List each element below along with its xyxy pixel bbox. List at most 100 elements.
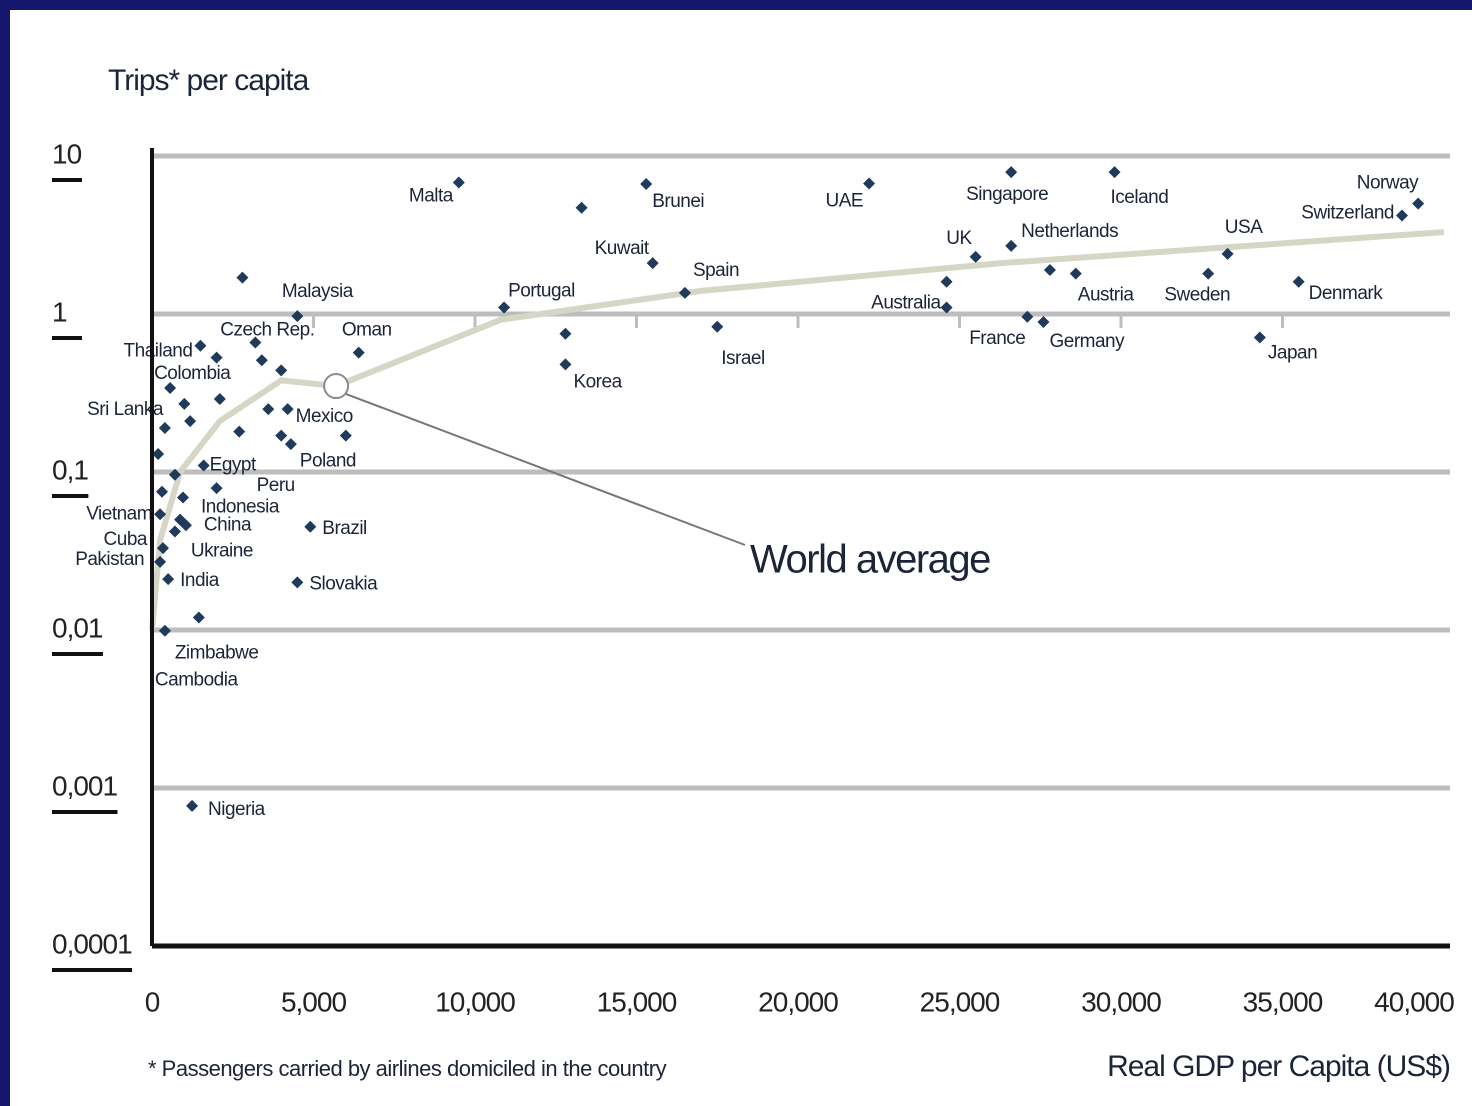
point-label: Austria (1078, 285, 1135, 306)
point (194, 339, 207, 352)
point-label: Slovakia (309, 573, 378, 594)
point (158, 421, 171, 434)
point-label: Peru (257, 475, 295, 496)
point-label: Oman (342, 320, 392, 341)
y-tick-label: 0,001 (52, 770, 117, 801)
point-label: Sri Lanka (87, 399, 164, 420)
point (678, 286, 691, 299)
point-label: Germany (1049, 331, 1125, 352)
point (168, 525, 181, 538)
point-label: Vietnam (86, 503, 152, 524)
point (1043, 263, 1056, 276)
point (168, 468, 181, 481)
point-label: Norway (1357, 173, 1419, 194)
y-tick-label: 0,1 (52, 454, 88, 485)
annotation-leader (345, 393, 746, 546)
point (559, 327, 572, 340)
point (940, 275, 953, 288)
x-tick-label: 40,000 (1374, 986, 1454, 1017)
point-label: Israel (721, 348, 764, 369)
x-tick-label: 20,000 (758, 986, 838, 1017)
point (255, 354, 268, 367)
point-label: Korea (573, 371, 622, 392)
point (213, 392, 226, 405)
point (177, 491, 190, 504)
footnote: * Passengers carried by airlines domicil… (148, 1056, 667, 1081)
point-label: Indonesia (201, 496, 280, 517)
point-label: Brazil (322, 518, 367, 539)
point-label: Colombia (154, 363, 231, 384)
point-label: Netherlands (1021, 221, 1118, 242)
point-label: India (180, 570, 220, 591)
point (575, 201, 588, 214)
point (863, 177, 876, 190)
point (646, 257, 659, 270)
point (304, 520, 317, 533)
point-label: Australia (871, 292, 941, 313)
point (154, 508, 167, 521)
point-label: China (204, 514, 252, 535)
point (1253, 331, 1266, 344)
x-tick-label: 5,000 (281, 986, 346, 1017)
point (339, 429, 352, 442)
y-tick-label: 0,01 (52, 612, 103, 643)
point-label: Ukraine (191, 541, 253, 562)
point (156, 485, 169, 498)
point-label: Kuwait (595, 238, 650, 259)
point (233, 425, 246, 438)
point-label: Iceland (1111, 187, 1169, 208)
point (498, 301, 511, 314)
point (210, 482, 223, 495)
point (236, 271, 249, 284)
point (178, 397, 191, 410)
point (640, 177, 653, 190)
point (154, 555, 167, 568)
point-label: Pakistan (75, 549, 144, 570)
point (711, 320, 724, 333)
point (152, 447, 165, 460)
annotation-circle (323, 373, 350, 400)
point (249, 336, 262, 349)
point-label: Singapore (966, 184, 1048, 205)
world-average-curve (149, 229, 1445, 631)
point (969, 250, 982, 263)
point (192, 611, 205, 624)
y-axis-title: Trips* per capita (108, 64, 310, 97)
x-tick-label: 15,000 (597, 986, 677, 1017)
point (1202, 267, 1215, 280)
x-tick-label: 30,000 (1081, 986, 1161, 1017)
point-label: Switzerland (1301, 203, 1394, 224)
marks: Malta Brunei UAE Singapore Iceland Norway Swit… (75, 166, 1425, 820)
point-label: UAE (825, 190, 863, 211)
point (291, 576, 304, 589)
point (1069, 267, 1082, 280)
curve-layer (149, 229, 1445, 631)
point-label: UK (946, 228, 972, 249)
x-tick-label: 0 (145, 986, 160, 1017)
point (275, 429, 288, 442)
point-label: Thailand (124, 341, 193, 362)
point (156, 542, 169, 555)
point-label: Malaysia (282, 281, 354, 302)
point (210, 351, 223, 364)
point-label: Sweden (1164, 285, 1230, 306)
point (262, 403, 275, 416)
point (1037, 315, 1050, 328)
point-label: Spain (693, 260, 739, 281)
point (1005, 239, 1018, 252)
point (452, 176, 465, 189)
x-tick-label: 25,000 (920, 986, 1000, 1017)
point-label: Egypt (210, 454, 257, 475)
point-label: Japan (1268, 343, 1317, 364)
point-label: Denmark (1309, 283, 1384, 304)
point (284, 438, 297, 451)
annotation-text: World average (750, 538, 990, 582)
point (1005, 166, 1018, 179)
point (1021, 310, 1034, 323)
point (275, 364, 288, 377)
point-label: Mexico (296, 406, 353, 427)
point (1292, 275, 1305, 288)
point-label: Portugal (508, 280, 575, 301)
